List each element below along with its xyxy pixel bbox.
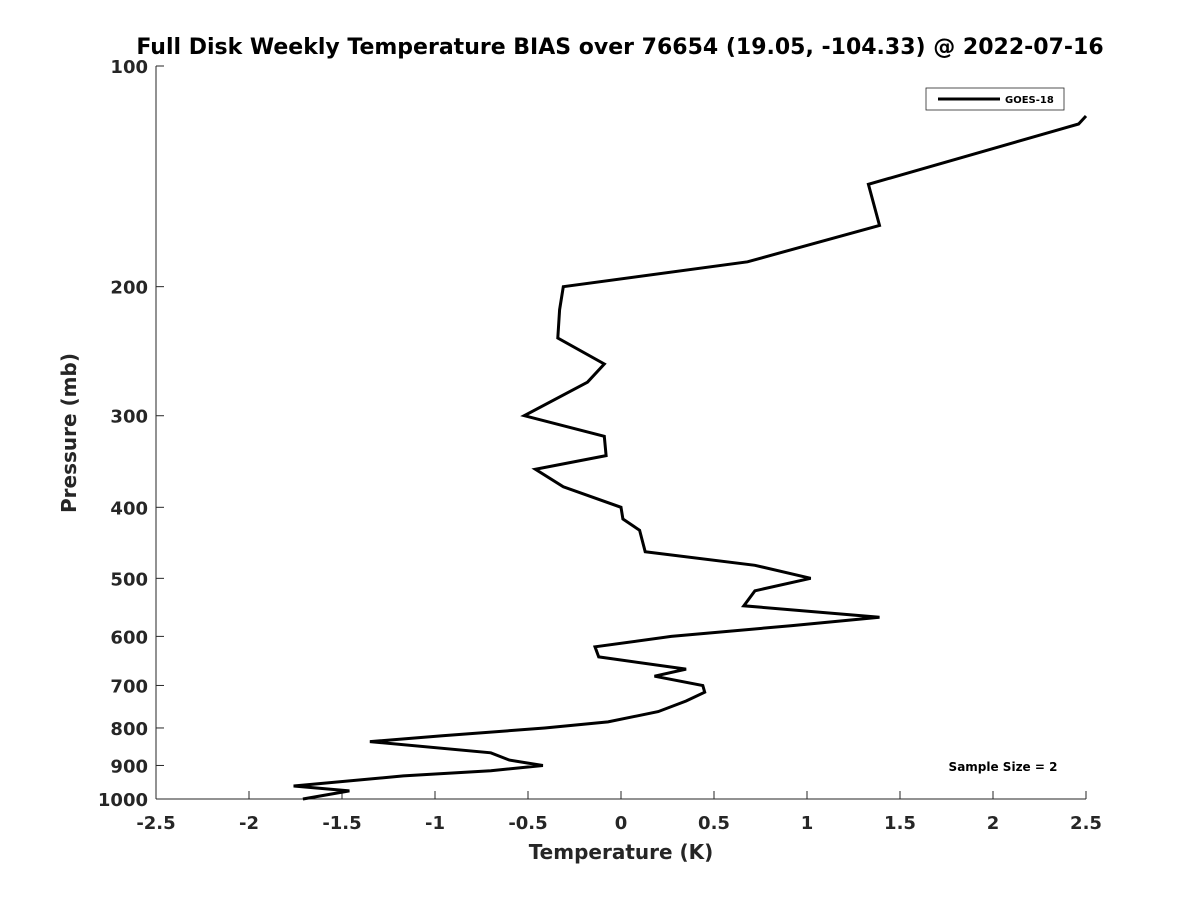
y-tick-label: 200 [110,278,148,299]
sample-size-annotation: Sample Size = 2 [949,760,1058,774]
x-axis-label: Temperature (K) [529,840,714,864]
series-line-goes-18 [293,114,1088,801]
x-tick-label: 2 [987,813,1000,834]
x-tick-label: -2 [239,813,259,834]
y-tick-label: 900 [110,756,148,777]
y-tick-label: 600 [110,627,148,648]
series-layer [293,114,1088,801]
x-tick-label: 2.5 [1070,813,1102,834]
y-tick-label: 500 [110,569,148,590]
y-axis-label: Pressure (mb) [57,353,81,513]
chart-title: Full Disk Weekly Temperature BIAS over 7… [136,35,1103,60]
y-tick-label: 300 [110,407,148,428]
x-tick-label: 0 [615,813,628,834]
plot-area [156,66,1086,799]
x-tick-label: -2.5 [136,813,175,834]
y-axis-ticks: 100 200 300 400 500 600 700 800 900 1000 [98,57,164,811]
y-tick-label: 700 [110,676,148,697]
y-tick-label: 1000 [98,790,148,811]
y-tick-label: 400 [110,498,148,519]
x-tick-label: -1 [425,813,445,834]
x-tick-label: 0.5 [698,813,730,834]
legend: GOES-18 [925,87,1065,111]
x-tick-label: -0.5 [508,813,547,834]
x-axis-ticks: -2.5 -2 -1.5 -1 -0.5 0 0.5 1 1.5 2 2.5 [136,791,1102,834]
legend-label-goes-18: GOES-18 [1005,95,1054,106]
y-tick-label: 800 [110,719,148,740]
x-tick-label: 1.5 [884,813,916,834]
y-tick-label: 100 [110,57,148,78]
x-tick-label: -1.5 [322,813,361,834]
x-tick-label: 1 [801,813,814,834]
